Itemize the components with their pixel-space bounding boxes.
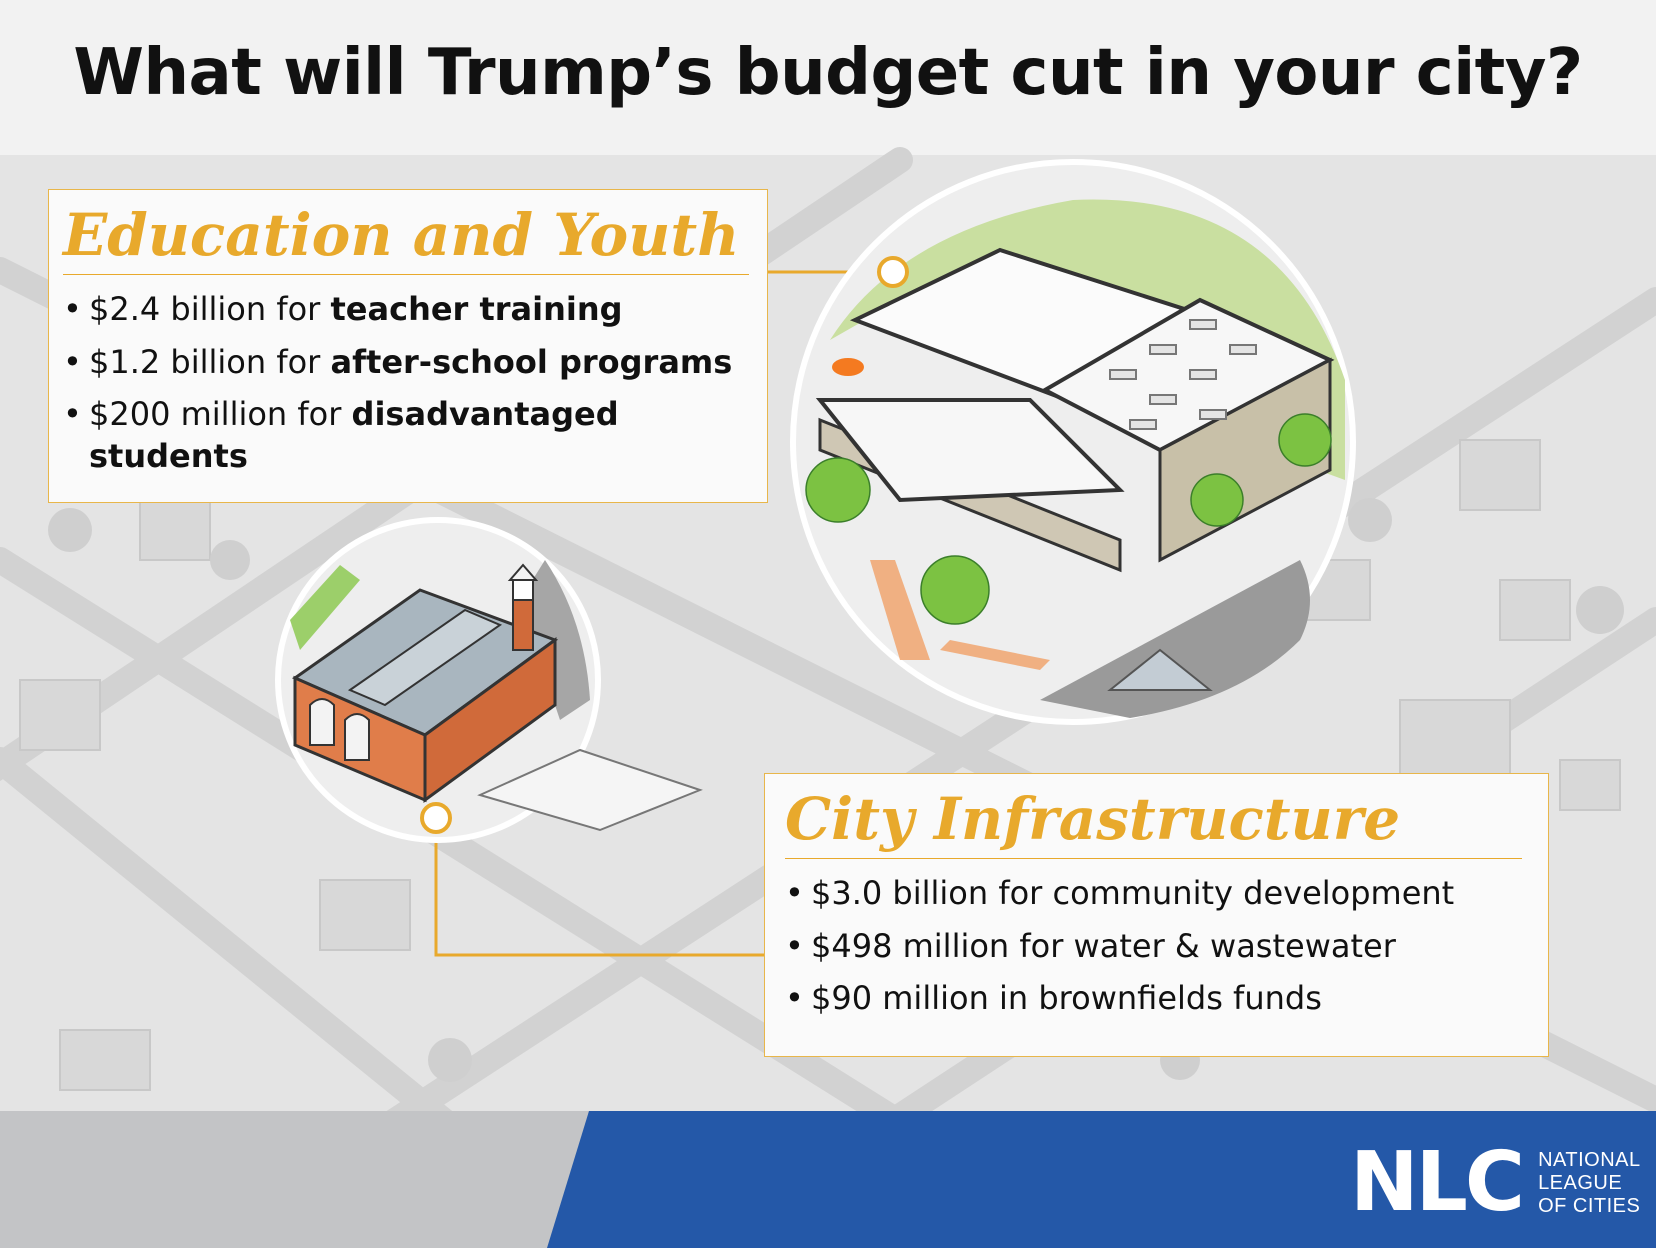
logo-line: NATIONAL: [1538, 1148, 1641, 1171]
education-list: $2.4 billion for teacher training $1.2 b…: [63, 289, 749, 477]
list-item: $1.2 billion for after-school programs: [63, 342, 749, 384]
item-text: $200 million for: [89, 395, 352, 434]
footer-blue-band: [547, 1111, 1656, 1248]
list-item: $498 million for water & wastewater: [785, 926, 1522, 968]
item-text: $2.4 billion for: [89, 290, 331, 328]
list-item: $200 million for disadvantaged students: [63, 394, 749, 477]
infrastructure-heading: City Infrastructure: [785, 790, 1522, 859]
logo-wordmark: NATIONAL LEAGUE OF CITIES: [1538, 1149, 1641, 1218]
education-heading: Education and Youth: [63, 206, 749, 275]
item-highlight: teacher training: [330, 290, 623, 328]
nlc-logo: NLC NATIONAL LEAGUE OF CITIES: [1350, 1142, 1641, 1224]
list-item: $3.0 billion for community development: [785, 873, 1522, 915]
logo-mark: NLC: [1350, 1135, 1525, 1230]
education-card: Education and Youth $2.4 billion for tea…: [48, 189, 768, 503]
logo-line: OF CITIES: [1538, 1194, 1641, 1217]
list-item: $2.4 billion for teacher training: [63, 289, 749, 331]
infrastructure-card: City Infrastructure $3.0 billion for com…: [764, 773, 1549, 1057]
item-highlight: disadvantaged students: [89, 395, 619, 475]
footer-grey-band: [0, 1111, 600, 1248]
logo-line: LEAGUE: [1538, 1171, 1623, 1194]
item-text: $1.2 billion for: [89, 342, 331, 381]
list-item: $90 million in brownfields funds: [785, 978, 1522, 1020]
infrastructure-list: $3.0 billion for community development $…: [785, 873, 1522, 1020]
item-highlight: after-school programs: [330, 342, 733, 381]
page-title: What will Trump’s budget cut in your cit…: [73, 36, 1583, 110]
